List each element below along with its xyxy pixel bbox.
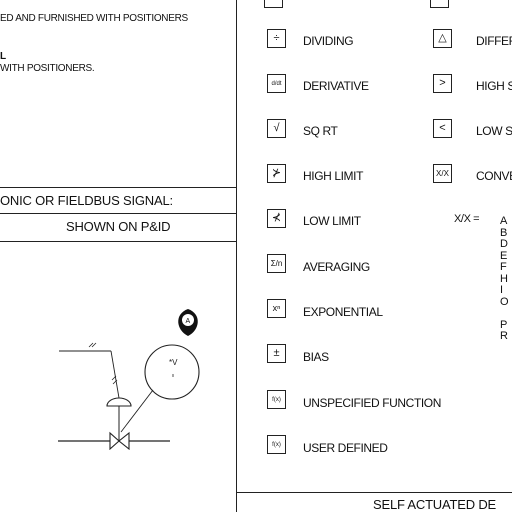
bottom-section-border	[236, 492, 512, 493]
legend-letter: R	[500, 331, 509, 343]
conversion-legend-key: X/X =	[454, 213, 479, 225]
dividing-label: DIVIDING	[303, 34, 353, 48]
legend-letter: A	[500, 216, 509, 228]
high-limit-label: HIGH LIMIT	[303, 169, 363, 183]
conversion-label: CONVE	[476, 169, 512, 183]
unspecified-function-label: UNSPECIFIED FUNCTION	[303, 396, 441, 410]
balloon-label: A	[186, 318, 191, 325]
bottom-header: SELF ACTUATED DE	[373, 497, 496, 512]
instrument-label: *V	[169, 358, 178, 367]
derivative-symbol-icon: d/dt	[267, 74, 286, 93]
conversion-legend-letters: A B D E F H I O P R	[500, 216, 509, 343]
bias-label: BIAS	[303, 350, 329, 364]
low-limit-symbol-icon: ⊀	[267, 209, 286, 228]
unspecified-function-symbol-icon: f(x)	[267, 390, 286, 409]
legend-letter: F	[500, 262, 509, 274]
sq-rt-label: SQ RT	[303, 124, 337, 138]
positioner-note-bold: L	[0, 51, 6, 62]
exponential-symbol-icon: xⁿ	[267, 299, 286, 318]
bias-symbol-icon: ±	[267, 344, 286, 363]
signal-table-bottom-border	[0, 241, 236, 242]
partial-symbol-box-top	[264, 0, 283, 8]
derivative-label: DERIVATIVE	[303, 79, 369, 93]
signal-header: ONIC OR FIELDBUS SIGNAL:	[0, 193, 173, 208]
averaging-label: AVERAGING	[303, 260, 370, 274]
signal-table-top-border	[0, 187, 236, 188]
signal-subheader: SHOWN ON P&ID	[66, 219, 170, 234]
positioner-note-line2: WITH POSITIONERS.	[0, 63, 94, 74]
partial-symbol-box-top-right	[430, 0, 449, 8]
high-select-symbol-icon: >	[433, 74, 452, 93]
panel-divider	[236, 0, 237, 512]
low-select-label: LOW S	[476, 124, 512, 138]
exponential-label: EXPONENTIAL	[303, 305, 383, 319]
legend-letter: O	[500, 297, 509, 309]
low-select-symbol-icon: <	[433, 119, 452, 138]
control-valve-diagram: *V A	[55, 300, 215, 450]
legend-letter: I	[500, 285, 509, 297]
high-select-label: HIGH S	[476, 79, 512, 93]
low-limit-label: LOW LIMIT	[303, 214, 361, 228]
user-defined-label: USER DEFINED	[303, 441, 388, 455]
positioner-note-line1: ED AND FURNISHED WITH POSITIONERS	[0, 13, 188, 24]
signal-table-mid-border	[0, 213, 236, 214]
legend-letter: D	[500, 239, 509, 251]
difference-label: DIFFER	[476, 34, 512, 48]
high-limit-symbol-icon: ⊁	[267, 164, 286, 183]
dividing-symbol-icon: ÷	[267, 29, 286, 48]
user-defined-symbol-icon: f(x)	[267, 435, 286, 454]
legend-letter	[500, 308, 509, 320]
difference-symbol-icon: △	[433, 29, 452, 48]
sq-rt-symbol-icon: √	[267, 119, 286, 138]
averaging-symbol-icon: Σ/n	[267, 254, 286, 273]
conversion-symbol-icon: X/X	[433, 164, 452, 183]
